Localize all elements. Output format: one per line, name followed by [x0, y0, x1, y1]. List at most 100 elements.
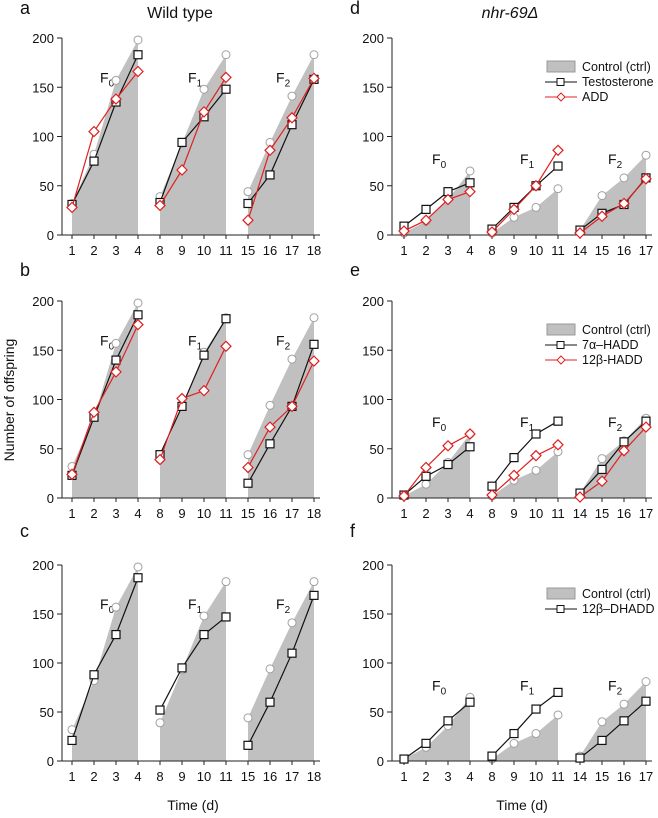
generation-subscript: 0 [441, 423, 447, 434]
x-tick-label: 15 [595, 506, 609, 521]
x-tick-label: 11 [551, 769, 565, 784]
control-point [111, 338, 121, 348]
x-tick-label: 1 [68, 243, 75, 258]
x-tick-label: 4 [466, 506, 473, 521]
data-point-diamond [420, 214, 432, 227]
data-point-diamond [264, 421, 276, 433]
data-point-diamond [442, 193, 454, 206]
x-tick-label: 4 [134, 769, 141, 784]
generation-label: F0 [432, 151, 447, 171]
control-area-F1 [160, 317, 226, 498]
x-tick-label: 2 [422, 769, 429, 784]
series-line-7α–HADD [247, 344, 315, 484]
x-tick-label: 2 [422, 243, 429, 258]
series-line-12β–DHADD [403, 701, 471, 760]
x-tick-label: 16 [263, 769, 277, 784]
x-tick-label: 1 [400, 769, 407, 784]
control-area-F2 [248, 581, 314, 761]
data-point-square [443, 716, 453, 726]
data-point-diamond [176, 392, 188, 405]
control-point [531, 202, 541, 212]
data-point-diamond [596, 210, 608, 223]
control-point [641, 150, 651, 160]
series-line-12β-HADD [71, 324, 139, 475]
generation-subscript: 1 [529, 160, 535, 171]
x-tick-label: 2 [422, 506, 429, 521]
data-point-square [619, 437, 629, 447]
generation-subscript: 0 [109, 605, 115, 616]
series-line-12β-HADD [579, 426, 647, 498]
control-point [597, 717, 607, 727]
data-point-square [155, 705, 165, 715]
x-tick-label: 10 [529, 506, 543, 521]
data-point-diamond [110, 93, 122, 105]
x-tick-label: 3 [112, 769, 119, 784]
control-point [221, 577, 231, 587]
data-point-diamond [574, 227, 586, 239]
data-point-diamond [464, 428, 476, 440]
data-point-square [133, 573, 143, 583]
control-area-F0 [72, 302, 138, 498]
data-point-diamond [530, 449, 542, 462]
data-point-square [199, 629, 209, 640]
data-point-square [443, 459, 453, 470]
control-area-F0 [72, 39, 138, 235]
control-point [509, 738, 519, 748]
data-point-diamond [508, 203, 520, 216]
left-column-title: Wild type [147, 5, 213, 22]
generation-subscript: 0 [109, 78, 115, 89]
control-area-F0 [404, 697, 470, 761]
data-point-square [309, 590, 319, 600]
generation-subscript: 1 [529, 423, 535, 434]
x-tick-label: 2 [90, 769, 97, 784]
control-point [243, 713, 253, 723]
x-tick-label: 10 [529, 769, 543, 784]
data-point-diamond [308, 72, 320, 85]
generation-label: F2 [608, 151, 623, 171]
data-point-diamond [596, 475, 608, 488]
legend-label: Control (ctrl) [582, 323, 651, 337]
y-tick-label: 150 [32, 80, 54, 95]
x-tick-label: 8 [488, 506, 495, 521]
x-axis-label-left: Time (d) [167, 797, 219, 813]
generation-subscript: 1 [197, 605, 203, 616]
series-line-Testosterone [491, 165, 559, 230]
x-tick-label: 3 [112, 506, 119, 521]
data-point-square [553, 687, 563, 698]
generation-label: F1 [188, 332, 203, 352]
data-point-square [287, 648, 297, 658]
data-point-square [553, 161, 563, 171]
y-tick-label: 200 [32, 294, 54, 309]
generation-label: F2 [276, 69, 291, 89]
data-point-square [531, 429, 541, 439]
control-point [287, 618, 297, 628]
x-tick-label: 15 [241, 243, 255, 258]
data-point-square [243, 740, 253, 750]
data-point-diamond [398, 225, 410, 237]
control-point [309, 313, 319, 323]
series-line-7α–HADD [71, 314, 139, 476]
generation-subscript: 1 [197, 78, 203, 89]
panel-letter: e [350, 260, 360, 280]
series-line-12β–DHADD [579, 700, 647, 759]
generation-label: F1 [520, 151, 535, 171]
control-point [133, 298, 143, 308]
x-tick-label: 14 [573, 506, 587, 521]
x-tick-label: 11 [219, 506, 233, 521]
control-point [309, 50, 319, 60]
data-point-square [221, 314, 231, 324]
control-point [133, 562, 143, 572]
y-tick-label: 50 [370, 705, 384, 720]
data-point-diamond [66, 201, 78, 214]
x-tick-label: 8 [488, 769, 495, 784]
generation-label: F2 [276, 332, 291, 352]
data-point-diamond [286, 400, 298, 413]
y-tick-label: 150 [362, 80, 384, 95]
data-point-square [597, 464, 607, 475]
x-tick-label: 10 [197, 243, 211, 258]
data-point-square [89, 156, 99, 166]
data-point-square [509, 728, 519, 739]
data-point-diamond [198, 106, 210, 118]
data-point-square [111, 355, 121, 365]
